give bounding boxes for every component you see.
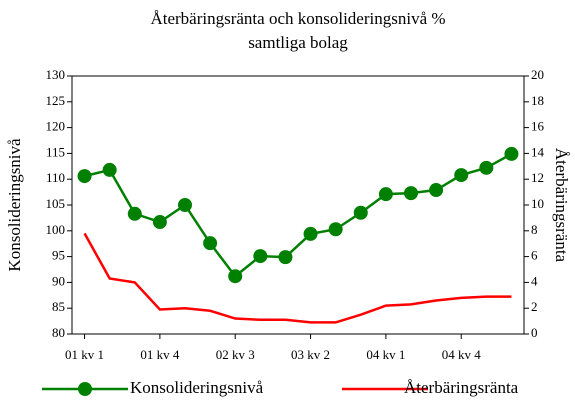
y-tick-label: 115 bbox=[46, 144, 65, 159]
series-marker bbox=[328, 222, 343, 237]
y2-tick-label: 16 bbox=[531, 119, 545, 134]
series-marker bbox=[127, 206, 142, 221]
series-marker bbox=[303, 226, 318, 241]
y2-tick-label: 6 bbox=[531, 248, 538, 263]
y-tick-label: 120 bbox=[46, 119, 66, 134]
x-tick-label: 01 kv 1 bbox=[65, 347, 104, 362]
legend-label: Återbäringsränta bbox=[404, 378, 519, 397]
legend-marker bbox=[78, 382, 92, 396]
y-tick-label: 105 bbox=[46, 196, 66, 211]
series-marker bbox=[77, 169, 92, 184]
x-tick-label: 02 kv 3 bbox=[216, 347, 255, 362]
series-marker bbox=[152, 215, 167, 230]
series-marker bbox=[504, 146, 519, 161]
y2-tick-label: 8 bbox=[531, 222, 538, 237]
series-marker bbox=[404, 186, 418, 201]
series-marker bbox=[203, 236, 218, 251]
y-tick-label: 95 bbox=[52, 248, 65, 263]
y-tick-label: 80 bbox=[52, 325, 65, 340]
y2-tick-label: 14 bbox=[531, 144, 545, 159]
x-tick-label: 03 kv 2 bbox=[291, 347, 330, 362]
y2-tick-label: 0 bbox=[531, 325, 538, 340]
series-marker bbox=[378, 187, 393, 202]
series-marker bbox=[102, 162, 117, 177]
y-axis-label: Konsolideringsnivå bbox=[5, 138, 24, 272]
series-marker bbox=[479, 160, 494, 175]
series-marker bbox=[454, 168, 469, 183]
series-marker bbox=[278, 250, 293, 265]
legend-label: Konsolideringsnivå bbox=[130, 378, 264, 397]
y2-axis-label: Återbäringsränta bbox=[552, 148, 571, 263]
chart-title: samtliga bolag bbox=[248, 33, 348, 52]
y2-tick-label: 2 bbox=[531, 299, 538, 314]
y-tick-label: 125 bbox=[46, 93, 66, 108]
y-tick-label: 85 bbox=[52, 299, 65, 314]
series-marker bbox=[429, 183, 444, 198]
series-marker bbox=[178, 198, 192, 212]
series-marker bbox=[228, 269, 243, 284]
chart-title: Återbäringsränta och konsolideringsnivå … bbox=[150, 9, 445, 28]
y2-tick-label: 18 bbox=[531, 93, 544, 108]
series-line bbox=[84, 152, 513, 278]
y2-tick-label: 4 bbox=[531, 273, 538, 288]
y-tick-label: 110 bbox=[46, 170, 65, 185]
y2-tick-label: 20 bbox=[531, 67, 544, 82]
series-marker bbox=[253, 249, 268, 264]
series-marker bbox=[353, 205, 368, 220]
y-tick-label: 100 bbox=[46, 222, 66, 237]
y2-tick-label: 12 bbox=[531, 170, 544, 185]
x-tick-label: 04 kv 1 bbox=[366, 347, 405, 362]
y2-tick-label: 10 bbox=[531, 196, 544, 211]
y-tick-label: 90 bbox=[52, 273, 65, 288]
x-tick-label: 01 kv 4 bbox=[140, 347, 180, 362]
series-line bbox=[83, 232, 512, 324]
plot-frame bbox=[71, 75, 525, 335]
x-tick-label: 04 kv 4 bbox=[442, 347, 482, 362]
y-tick-label: 130 bbox=[46, 67, 66, 82]
